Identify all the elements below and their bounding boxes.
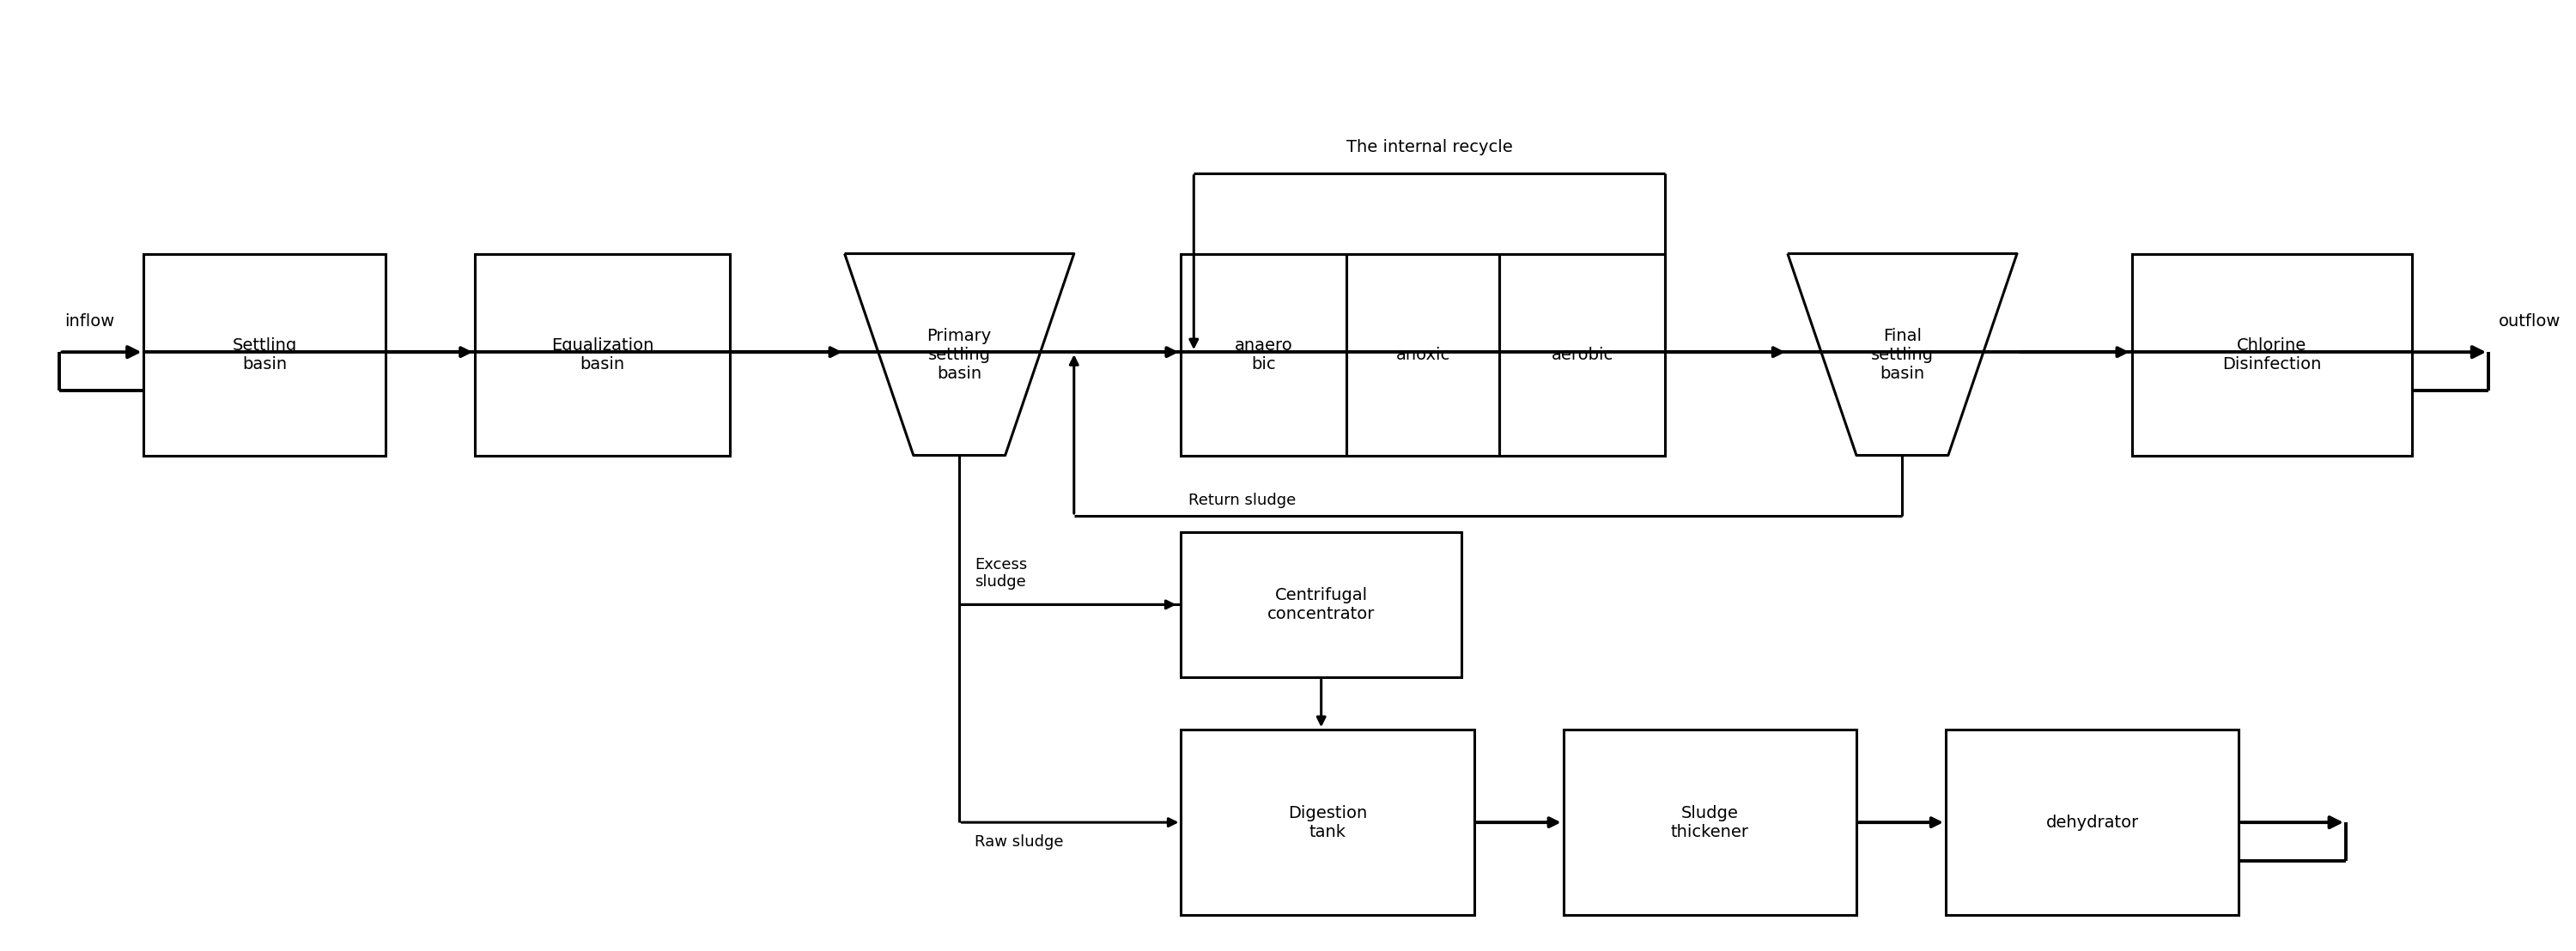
Text: Digestion
tank: Digestion tank bbox=[1288, 805, 1368, 840]
Text: outflow: outflow bbox=[2499, 313, 2561, 329]
Text: Return sludge: Return sludge bbox=[1188, 493, 1296, 508]
Bar bbox=[1564, 729, 1857, 915]
Text: Centrifugal
concentrator: Centrifugal concentrator bbox=[1267, 587, 1376, 622]
Text: dehydrator: dehydrator bbox=[2045, 814, 2138, 830]
Text: Equalization
basin: Equalization basin bbox=[551, 337, 654, 372]
Text: Sludge
thickener: Sludge thickener bbox=[1672, 805, 1749, 840]
Text: Excess
sludge: Excess sludge bbox=[974, 556, 1028, 590]
Text: The internal recycle: The internal recycle bbox=[1347, 139, 1512, 155]
Bar bbox=[2133, 254, 2411, 456]
Text: Final
settling
basin: Final settling basin bbox=[1870, 327, 1935, 381]
Text: Primary
settling
basin: Primary settling basin bbox=[927, 327, 992, 381]
Bar bbox=[1180, 254, 1347, 456]
Bar bbox=[1347, 254, 1499, 456]
Bar bbox=[474, 254, 729, 456]
Text: aerobic: aerobic bbox=[1551, 346, 1613, 362]
Text: anoxic: anoxic bbox=[1396, 346, 1450, 362]
Bar bbox=[144, 254, 386, 456]
Text: inflow: inflow bbox=[64, 313, 116, 329]
Bar bbox=[1945, 729, 2239, 915]
Text: Chlorine
Disinfection: Chlorine Disinfection bbox=[2223, 337, 2321, 372]
Text: anaero
bic: anaero bic bbox=[1234, 337, 1293, 372]
Bar bbox=[1180, 729, 1473, 915]
Text: Raw sludge: Raw sludge bbox=[974, 834, 1064, 850]
Bar bbox=[1180, 532, 1461, 677]
Text: Settling
basin: Settling basin bbox=[232, 337, 296, 372]
Bar bbox=[1499, 254, 1664, 456]
